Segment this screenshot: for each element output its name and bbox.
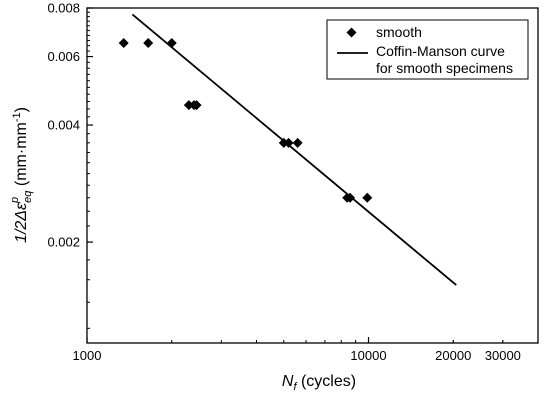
- legend: smooth Coffin-Manson curve for smooth sp…: [326, 19, 529, 80]
- x-axis-title: Nf (cycles): [282, 373, 356, 393]
- data-point-smooth: [292, 137, 303, 148]
- y-axis-title-subscript: eq: [22, 190, 34, 203]
- y-tick-label: 0.004: [47, 118, 80, 133]
- legend-label-coffin-manson-line1: Coffin-Manson curve: [376, 43, 505, 59]
- x-axis-title-subscript: f: [293, 381, 297, 393]
- coffin-manson-line: [131, 13, 457, 286]
- data-point-smooth: [166, 38, 177, 49]
- data-point-smooth: [191, 100, 202, 111]
- y-ticks: 0.002 0.004 0.006 0.008: [47, 1, 93, 329]
- y-axis-title-prefix: 1/2Δε: [13, 202, 30, 243]
- legend-label-coffin-manson-line2: for smooth specimens: [376, 60, 513, 76]
- data-point-smooth: [283, 137, 294, 148]
- series-layer: [118, 13, 457, 286]
- data-point-smooth: [118, 38, 129, 49]
- x-tick-label: 10000: [350, 348, 386, 363]
- y-tick-label: 0.008: [47, 1, 80, 16]
- plot-frame: [86, 7, 539, 344]
- y-axis-title-units-close: ): [13, 107, 30, 112]
- legend-box: [326, 19, 529, 80]
- data-point-smooth: [183, 100, 194, 111]
- y-tick-label: 0.006: [47, 49, 80, 64]
- y-axis-title-superscript: p: [9, 197, 21, 204]
- data-point-smooth: [345, 192, 356, 203]
- x-tick-label: 1000: [73, 348, 102, 363]
- y-axis-title-units-exponent: -1: [11, 112, 23, 122]
- x-tick-label: 20000: [435, 348, 471, 363]
- data-point-smooth: [143, 38, 154, 49]
- y-axis-title: 1/2Δεpeq (mm·mm-1): [9, 107, 34, 243]
- x-axis-title-main: N: [282, 373, 294, 390]
- y-axis-title-units: (mm·mm: [13, 122, 30, 190]
- legend-label-smooth: smooth: [376, 24, 422, 40]
- x-tick-label: 30000: [485, 348, 521, 363]
- legend-marker-smooth: [346, 27, 357, 38]
- x-axis-title-rest: (cycles): [297, 373, 357, 390]
- data-point-smooth: [362, 192, 373, 203]
- y-tick-label: 0.002: [47, 235, 80, 250]
- x-ticks: 1000 10000 20000 30000: [73, 337, 539, 363]
